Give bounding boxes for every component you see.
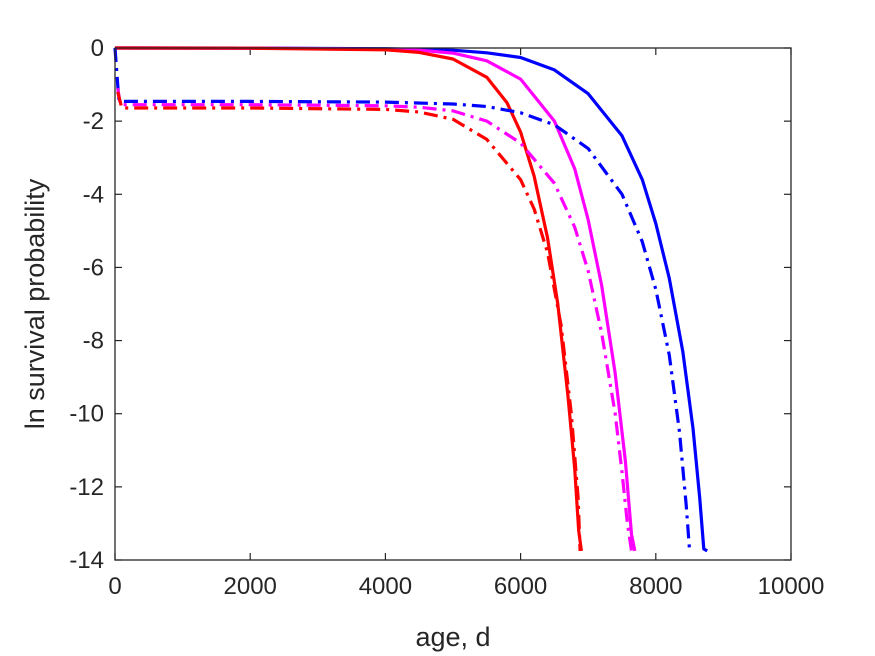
y-tick-label: -14 (69, 547, 104, 574)
x-tick-label: 4000 (359, 573, 412, 600)
y-tick-label: 0 (91, 35, 104, 62)
x-tick-label: 10000 (758, 573, 825, 600)
y-tick-label: -12 (69, 474, 104, 501)
axes-box (114, 47, 792, 561)
y-tick-label: -6 (83, 254, 104, 281)
y-axis-label: ln survival probability (20, 178, 50, 429)
y-tick-label: -2 (83, 108, 104, 135)
y-tick-label: -4 (83, 181, 104, 208)
x-tick-label: 8000 (629, 573, 682, 600)
series-line-3 (114, 46, 583, 552)
x-tick-label: 2000 (224, 573, 277, 600)
series-line-4 (113, 47, 692, 552)
series-line-5 (116, 87, 634, 552)
x-tick-label: 6000 (494, 573, 547, 600)
plot-area (115, 48, 791, 560)
series-layer (113, 46, 708, 553)
x-tick-label: 0 (108, 573, 121, 600)
y-tick-label: -10 (69, 401, 104, 428)
series-line-6 (116, 91, 582, 551)
x-axis-label: age, d (415, 622, 490, 652)
y-tick-label: -8 (83, 328, 104, 355)
tick-labels: 0 2000 4000 6000 8000 10000 0 -2 -4 -6 -8 -10 -12 -14 (69, 35, 824, 600)
